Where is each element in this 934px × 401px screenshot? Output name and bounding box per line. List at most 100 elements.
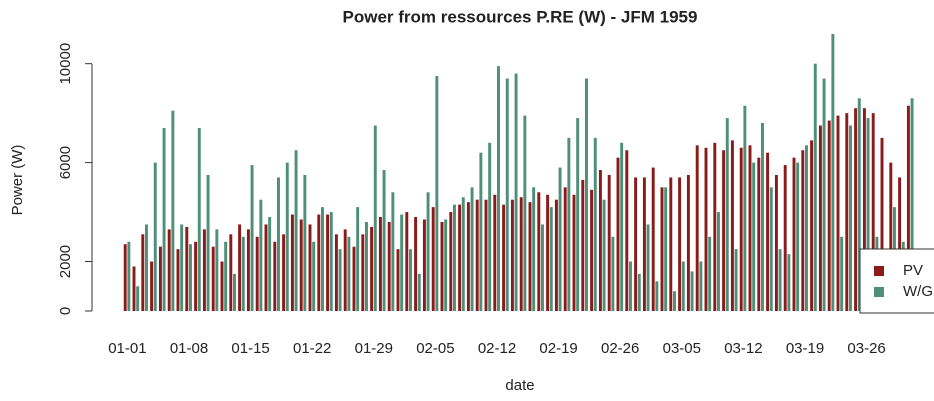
bar [299, 219, 303, 311]
bar [238, 224, 242, 311]
x-tick-label: 01-08 [170, 340, 208, 357]
bar [321, 207, 324, 311]
bar [189, 244, 192, 311]
bar [440, 221, 444, 311]
bar [669, 177, 673, 311]
bar [854, 108, 858, 311]
bar [898, 177, 902, 311]
bar [713, 142, 717, 311]
bar [215, 229, 219, 311]
bar [792, 157, 796, 311]
x-tick-label: 03-26 [847, 340, 885, 357]
bar [593, 137, 597, 311]
bar [590, 189, 594, 311]
bar [576, 118, 580, 311]
bar [519, 197, 523, 311]
bar [629, 261, 632, 311]
bar [167, 229, 171, 311]
bar [317, 214, 321, 311]
bar [871, 113, 875, 312]
bar [194, 241, 198, 311]
bar [757, 157, 761, 311]
y-axis-label: Power (W) [9, 145, 26, 216]
y-tick-label: 6000 [57, 146, 74, 179]
bar [220, 261, 224, 311]
bar [717, 212, 720, 311]
bar [224, 241, 228, 311]
x-axis-label: date [505, 377, 534, 394]
bar [484, 199, 488, 311]
bar [634, 177, 638, 311]
bar [857, 98, 861, 311]
bar [303, 174, 307, 311]
bar [818, 125, 822, 311]
bar [373, 125, 377, 311]
bar [259, 199, 263, 311]
bar [730, 140, 734, 311]
bar [153, 162, 157, 311]
x-tick-label: 02-05 [416, 340, 454, 357]
bar [365, 221, 368, 311]
bar [326, 214, 330, 311]
bar [176, 249, 180, 311]
bar [282, 234, 286, 311]
bar [549, 207, 553, 311]
bar [611, 236, 615, 311]
bar [449, 212, 453, 311]
y-tick-label: 0 [57, 307, 74, 315]
bar [651, 167, 655, 311]
bar [387, 221, 391, 311]
bar [246, 229, 250, 311]
bar [704, 147, 708, 311]
bar [444, 219, 448, 311]
bar [866, 118, 870, 311]
legend-label: W/G [903, 283, 933, 300]
bar [312, 241, 316, 311]
bar [378, 217, 382, 311]
bar [233, 273, 236, 311]
x-tick-label: 02-12 [478, 340, 516, 357]
bar [162, 127, 166, 311]
legend-swatch [874, 287, 884, 297]
bar [382, 170, 386, 311]
bar [642, 177, 646, 311]
bar [827, 120, 831, 311]
bar [686, 174, 690, 311]
bar [563, 187, 567, 311]
bar [329, 212, 333, 311]
x-tick-label: 01-01 [108, 340, 146, 357]
chart-title: Power from ressources P.RE (W) - JFM 195… [343, 7, 698, 26]
bar [572, 194, 576, 311]
bar [502, 204, 506, 311]
bar [546, 194, 550, 311]
bar [783, 165, 787, 311]
bar [743, 105, 747, 312]
bar [127, 241, 131, 311]
bar [426, 192, 430, 311]
bar [796, 162, 800, 311]
bar [466, 202, 470, 311]
bar [510, 199, 514, 311]
bar [290, 214, 294, 311]
y-tick-label: 10000 [57, 43, 74, 85]
x-tick-label: 03-19 [786, 340, 824, 357]
bar [581, 179, 585, 311]
bar [528, 202, 532, 311]
bar [748, 145, 752, 311]
bar [479, 152, 483, 311]
bar [889, 162, 893, 311]
bar [822, 78, 826, 312]
bar [778, 249, 782, 311]
bar [211, 246, 215, 311]
bar [585, 78, 588, 312]
bar [343, 229, 347, 311]
bar [695, 145, 699, 311]
bar [678, 177, 682, 311]
bar [805, 145, 808, 311]
bar [620, 142, 624, 311]
bar [602, 199, 606, 311]
bar [180, 224, 184, 311]
bar [391, 192, 395, 311]
bar [497, 66, 500, 311]
bar [813, 63, 817, 311]
